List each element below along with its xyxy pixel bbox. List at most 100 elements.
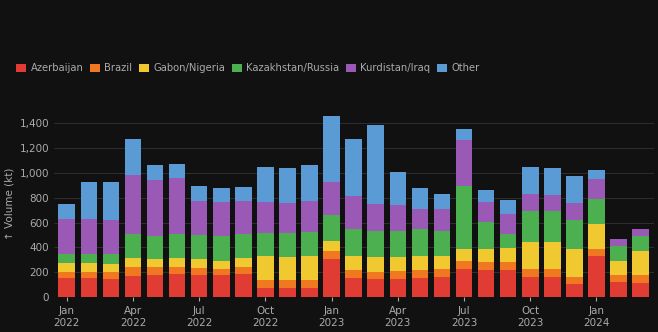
Bar [125,267,141,276]
Bar [522,211,538,242]
Bar [522,269,538,277]
Bar [566,277,582,284]
Bar [632,283,649,297]
Bar [169,258,186,267]
Bar [125,175,141,234]
Bar [191,259,207,268]
Bar [191,268,207,275]
Bar [147,165,163,180]
Bar [588,170,605,179]
Bar [213,261,230,269]
Bar [169,164,186,178]
Bar [235,258,251,267]
Bar [213,276,230,297]
Bar [566,220,582,249]
Bar [301,165,318,201]
Bar [610,261,627,275]
Bar [456,140,472,186]
Bar [566,284,582,297]
Bar [390,231,406,257]
Bar [367,231,384,257]
Bar [367,257,384,272]
Bar [257,167,274,202]
Bar [279,203,295,233]
Bar [456,261,472,269]
Bar [588,256,605,297]
Bar [235,267,251,274]
Bar [588,179,605,199]
Bar [345,229,362,256]
Bar [478,249,494,262]
Bar [235,234,251,258]
Bar [191,187,207,201]
Bar [301,281,318,288]
Bar [103,254,119,264]
Bar [434,209,450,231]
Bar [80,219,97,254]
Bar [544,269,561,277]
Bar [323,116,340,182]
Bar [434,231,450,256]
Bar [412,229,428,256]
Y-axis label: ↑ Volume (kt): ↑ Volume (kt) [4,168,14,240]
Bar [169,267,186,274]
Bar [301,232,318,256]
Bar [345,271,362,278]
Bar [80,263,97,272]
Bar [345,256,362,271]
Bar [478,190,494,202]
Bar [434,194,450,209]
Bar [478,222,494,249]
Bar [323,259,340,297]
Bar [191,201,207,235]
Bar [103,220,119,254]
Bar [412,209,428,229]
Bar [610,275,627,282]
Bar [169,274,186,297]
Bar [279,281,295,288]
Bar [500,234,517,248]
Bar [213,269,230,276]
Bar [544,211,561,242]
Bar [390,257,406,271]
Bar [632,236,649,251]
Bar [169,178,186,234]
Bar [235,187,251,201]
Bar [500,214,517,234]
Bar [610,239,627,246]
Bar [522,167,538,194]
Bar [632,229,649,236]
Bar [323,182,340,215]
Bar [456,249,472,261]
Bar [610,282,627,297]
Bar [412,256,428,271]
Bar [147,236,163,259]
Bar [279,168,295,203]
Bar [80,272,97,278]
Bar [235,201,251,234]
Legend: Azerbaijan, Brazil, Gabon/Nigeria, Kazakhstan/Russia, Kurdistan/Iraq, Other: Azerbaijan, Brazil, Gabon/Nigeria, Kazak… [16,63,480,73]
Bar [345,138,362,197]
Bar [500,200,517,214]
Bar [59,204,75,219]
Bar [390,205,406,231]
Bar [125,139,141,175]
Bar [500,248,517,262]
Bar [588,224,605,249]
Bar [191,275,207,297]
Bar [147,267,163,276]
Bar [257,281,274,288]
Bar [390,271,406,279]
Bar [566,176,582,203]
Bar [434,277,450,297]
Bar [610,246,627,261]
Bar [500,270,517,297]
Bar [59,272,75,278]
Bar [544,168,561,195]
Bar [588,199,605,224]
Bar [544,195,561,211]
Bar [59,278,75,297]
Bar [103,272,119,279]
Bar [566,249,582,277]
Bar [279,257,295,281]
